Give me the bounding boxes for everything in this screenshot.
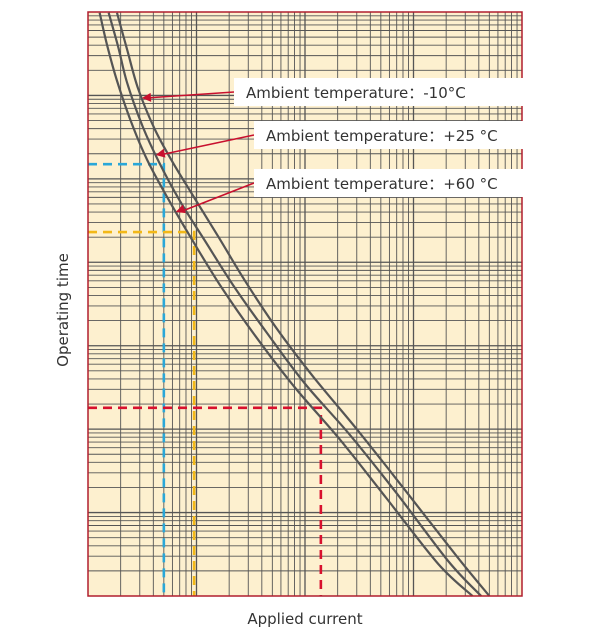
reference-line — [88, 230, 196, 596]
reference-lines — [88, 162, 323, 596]
curve-series — [98, 12, 474, 597]
y-axis-label: Operating time — [54, 253, 72, 367]
curves — [98, 12, 491, 597]
reference-line — [88, 162, 166, 596]
annotation-arrow — [145, 91, 235, 99]
annotation-arrowhead — [141, 92, 152, 102]
plot-frame — [87, 11, 523, 597]
curve-series — [107, 12, 482, 597]
grid — [88, 12, 522, 596]
curve-series — [115, 12, 491, 597]
reference-line — [88, 406, 323, 596]
x-axis-label: Applied current — [247, 610, 362, 628]
annotation-label: Ambient temperature：-10°C — [246, 84, 466, 102]
annotation-box — [254, 121, 538, 149]
annotation-arrow — [159, 134, 255, 156]
annotation-arrow — [179, 182, 255, 213]
annotations: Ambient temperature：-10°C Ambient tempera… — [141, 78, 554, 214]
annotation-arrowhead — [175, 204, 186, 214]
annotation-arrowhead — [155, 148, 166, 158]
annotation-box — [234, 78, 526, 106]
annotation-box — [254, 169, 554, 197]
annotation-label: Ambient temperature：+25 °C — [266, 127, 498, 145]
annotation-label: Ambient temperature：+60 °C — [266, 175, 498, 193]
